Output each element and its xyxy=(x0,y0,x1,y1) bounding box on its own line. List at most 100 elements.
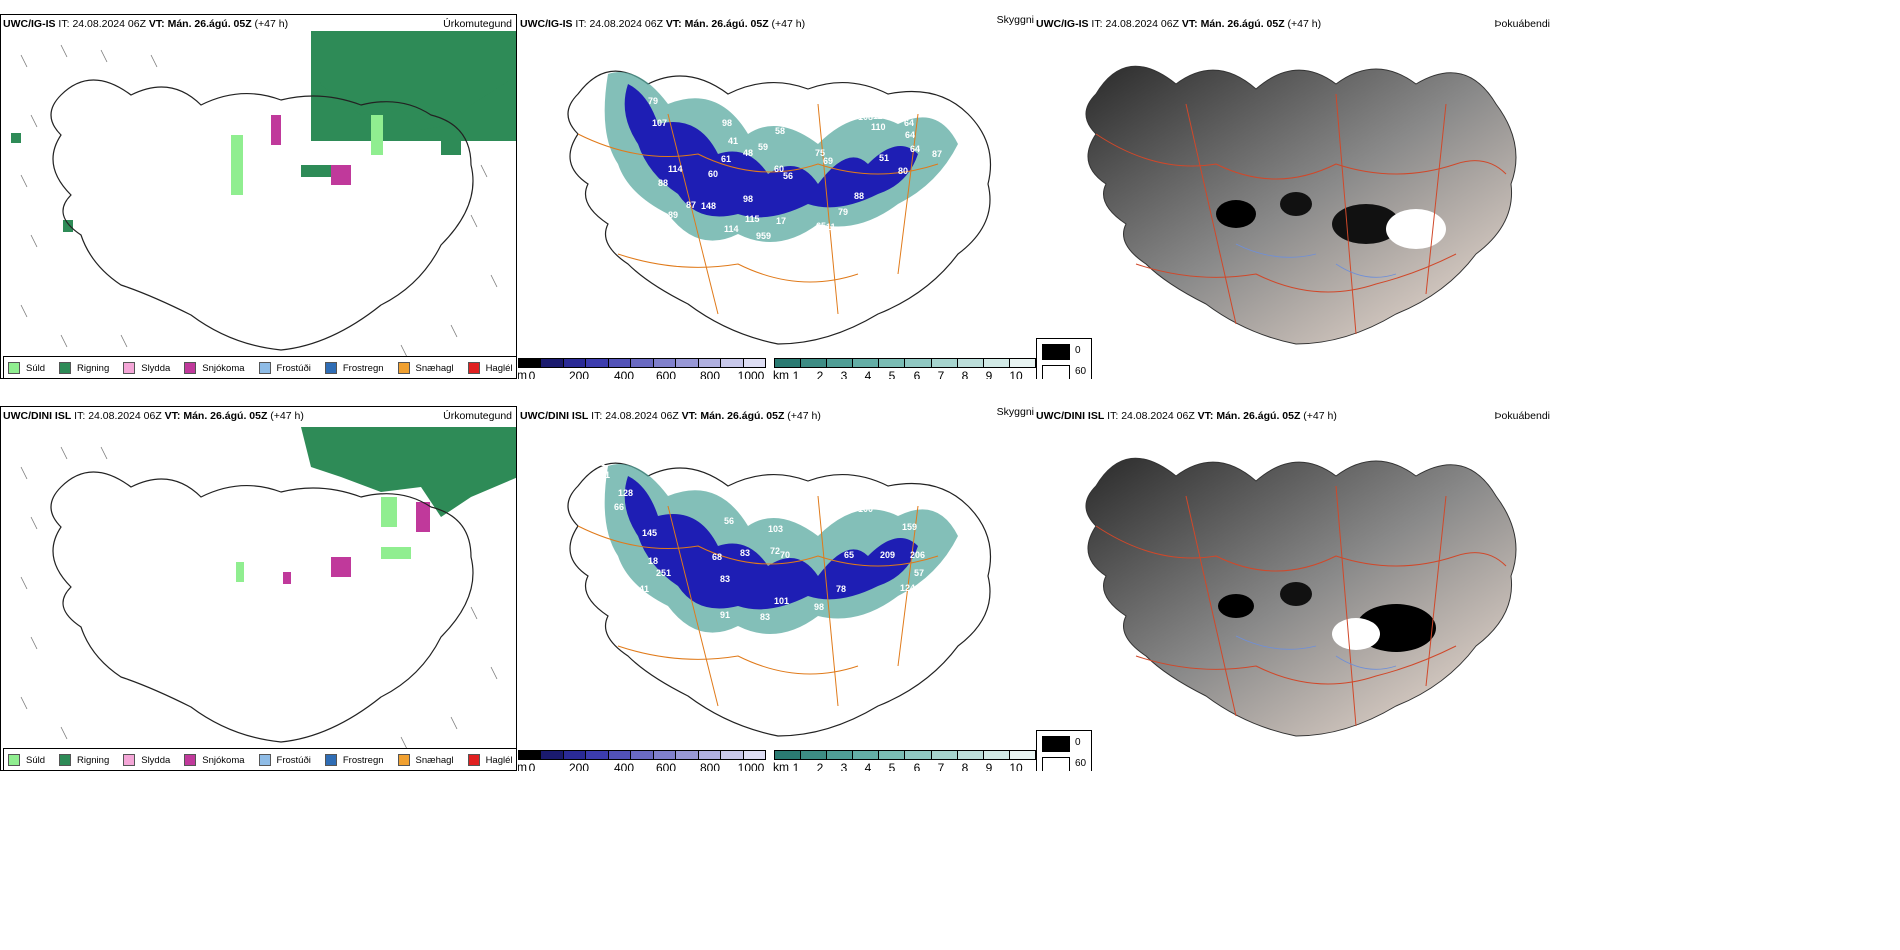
colorbar-ticks: 0 200 400 600 800 1000 xyxy=(528,761,765,771)
colorbar-swatches xyxy=(518,750,766,760)
svg-text:61: 61 xyxy=(600,470,610,480)
svg-text:11: 11 xyxy=(826,222,836,232)
svg-text:18: 18 xyxy=(648,556,658,566)
svg-text:56: 56 xyxy=(880,492,890,502)
svg-text:127: 127 xyxy=(676,258,691,268)
svg-text:148: 148 xyxy=(701,201,716,211)
map-header: UWC/DINI ISL IT: 24.08.2024 06Z VT: Mán.… xyxy=(3,410,304,422)
colorbar-swatches xyxy=(774,750,1036,760)
svg-text:114: 114 xyxy=(873,111,888,121)
svg-text:65: 65 xyxy=(816,221,826,231)
svg-text:87: 87 xyxy=(932,149,942,159)
svg-text:83: 83 xyxy=(760,612,770,622)
legend-item: Snjókoma xyxy=(184,362,245,374)
terrain-height-colorbar: m 0 200 400 600 800 1000 xyxy=(518,750,766,771)
svg-text:58: 58 xyxy=(775,126,785,136)
map-header: UWC/DINI ISL IT: 24.08.2024 06Z VT: Mán.… xyxy=(520,410,821,422)
iceland-map: 71 61 128 66 145 50 56 83 103 72 70 68 83 141 9… xyxy=(567,458,992,737)
fog-legend-white-swatch xyxy=(1042,757,1070,771)
precip-type-map-row2: UWC/DINI ISL IT: 24.08.2024 06Z VT: Mán.… xyxy=(0,406,517,771)
svg-text:145: 145 xyxy=(642,528,657,538)
svg-text:128: 128 xyxy=(618,488,633,498)
legend-item: Frostúði xyxy=(258,754,311,766)
legend-item: Frostregn xyxy=(324,754,384,766)
legend-item: Slydda xyxy=(123,362,170,374)
svg-text:47: 47 xyxy=(768,114,778,124)
svg-text:64: 64 xyxy=(904,118,914,128)
svg-text:72: 72 xyxy=(842,490,852,500)
svg-text:41: 41 xyxy=(728,136,738,146)
svg-text:91: 91 xyxy=(720,610,730,620)
svg-text:89: 89 xyxy=(668,210,678,220)
svg-text:60: 60 xyxy=(774,164,784,174)
iceland-map xyxy=(1085,65,1517,345)
panel-title: Þokuábendi xyxy=(1494,410,1550,422)
colorbar-swatches xyxy=(518,358,766,368)
svg-text:98: 98 xyxy=(814,602,824,612)
legend-item: Snæhagl xyxy=(397,754,454,766)
map-header: UWC/IG-IS IT: 24.08.2024 06Z VT: Mán. 26… xyxy=(1036,18,1322,30)
svg-text:57: 57 xyxy=(914,568,924,578)
panel-title: Úrkomutegund xyxy=(443,18,512,30)
svg-text:68: 68 xyxy=(712,552,722,562)
colorbar-unit: m xyxy=(518,368,527,379)
svg-text:206: 206 xyxy=(910,550,925,560)
svg-text:60: 60 xyxy=(708,169,718,179)
svg-text:100: 100 xyxy=(858,504,873,514)
svg-text:114: 114 xyxy=(668,164,683,174)
panel-title: Þokuábendi xyxy=(1494,18,1550,30)
svg-text:69: 69 xyxy=(823,156,833,166)
precip-type-map-row1: UWC/IG-IS IT: 24.08.2024 06Z VT: Mán. 26… xyxy=(0,14,517,379)
svg-text:159: 159 xyxy=(902,522,917,532)
legend-item: Súld xyxy=(8,362,45,374)
legend-item: Snjókoma xyxy=(184,754,245,766)
fog-legend: 0 60 xyxy=(1036,338,1092,379)
visibility-map-row2: UWC/DINI ISL IT: 24.08.2024 06Z VT: Mán.… xyxy=(518,406,1036,771)
legend-item: Snæhagl xyxy=(397,362,454,374)
svg-text:56: 56 xyxy=(724,516,734,526)
legend-item: Haglél xyxy=(467,362,513,374)
svg-text:79: 79 xyxy=(838,207,848,217)
legend-item: Haglél xyxy=(467,754,513,766)
map-header: UWC/IG-IS IT: 24.08.2024 06Z VT: Mán. 26… xyxy=(520,18,806,30)
svg-text:98: 98 xyxy=(743,194,753,204)
svg-text:64: 64 xyxy=(905,130,915,140)
svg-text:72: 72 xyxy=(770,546,780,556)
svg-text:114: 114 xyxy=(724,224,739,234)
svg-text:65: 65 xyxy=(844,550,854,560)
fog-legend-black-swatch xyxy=(1042,736,1070,752)
svg-text:83: 83 xyxy=(740,548,750,558)
svg-text:141: 141 xyxy=(634,584,649,594)
iceland-map xyxy=(1085,457,1517,737)
svg-text:124: 124 xyxy=(900,583,915,593)
precip-legend: Súld Rigning Slydda Snjókoma Frostúði Fr… xyxy=(3,748,516,770)
svg-text:61: 61 xyxy=(721,154,731,164)
iceland-map xyxy=(20,427,516,750)
svg-text:78: 78 xyxy=(836,584,846,594)
fog-index-map-row1: UWC/IG-IS IT: 24.08.2024 06Z VT: Mán. 26… xyxy=(1036,14,1556,379)
colorbar-unit: km xyxy=(773,760,789,771)
map-header: UWC/DINI ISL IT: 24.08.2024 06Z VT: Mán.… xyxy=(1036,410,1337,422)
panel-title: Úrkomutegund xyxy=(443,410,512,422)
fog-legend-white-swatch xyxy=(1042,365,1070,379)
svg-text:98: 98 xyxy=(722,118,732,128)
svg-text:56: 56 xyxy=(783,171,793,181)
svg-text:107: 107 xyxy=(652,118,667,128)
iceland-map xyxy=(11,31,516,358)
svg-text:87: 87 xyxy=(686,200,696,210)
svg-text:251: 251 xyxy=(656,568,671,578)
svg-text:101: 101 xyxy=(774,596,789,606)
svg-text:83: 83 xyxy=(720,574,730,584)
colorbar-unit: m xyxy=(518,760,527,771)
colorbar-unit: km xyxy=(773,368,789,379)
terrain-height-colorbar: m 0 200 400 600 800 1000 xyxy=(518,358,766,379)
panel-title: Skyggni xyxy=(996,406,1034,418)
svg-text:17: 17 xyxy=(776,216,786,226)
precip-legend: Súld Rigning Slydda Snjókoma Frostúði Fr… xyxy=(3,356,516,378)
svg-text:190: 190 xyxy=(886,628,901,638)
